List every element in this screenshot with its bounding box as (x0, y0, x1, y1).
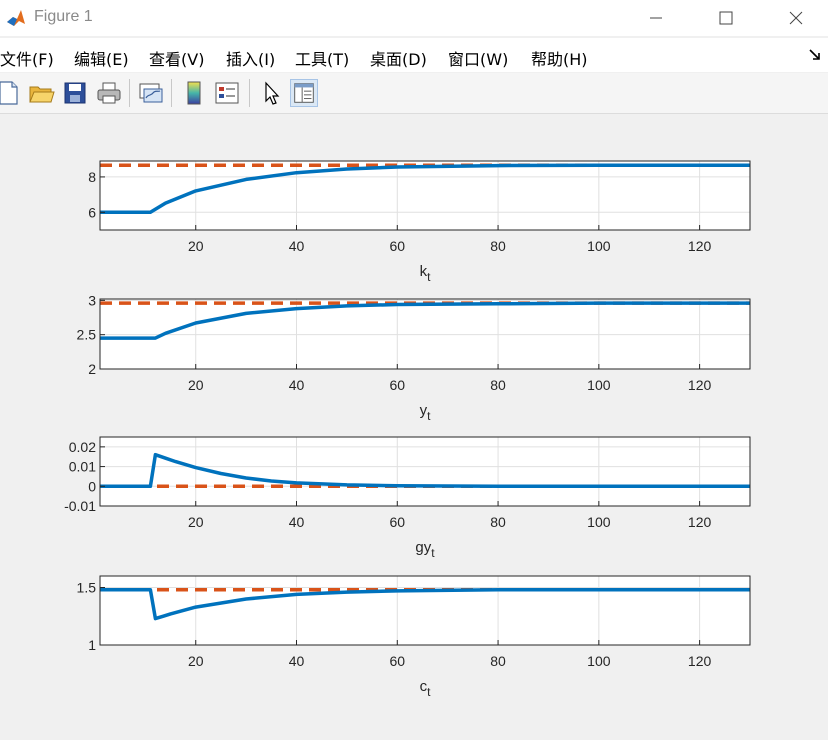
x-tick-label: 20 (188, 377, 204, 393)
series-line (100, 452, 750, 489)
x-tick-label: 20 (188, 514, 204, 530)
maximize-button[interactable] (703, 0, 749, 36)
subplot-4: 20 40 60 80 100 120 1 1.5 ct (77, 575, 751, 699)
series-line (99, 588, 750, 621)
axes-background (100, 161, 750, 230)
x-axis-label-base: gy (415, 539, 431, 556)
x-tick-label: 100 (587, 238, 611, 254)
x-axis-label: ct (420, 678, 432, 699)
axes-frame (99, 575, 751, 646)
subplot-3: 20 40 60 80 100 120 -0.01 0 0.01 0.02 gyt (64, 436, 751, 560)
menu-view[interactable]: 查看(V) (149, 50, 205, 69)
series-line (100, 163, 750, 215)
dock-arrow-icon[interactable] (808, 48, 822, 62)
axes-frame (99, 436, 751, 507)
x-axis-label-base: c (420, 678, 428, 695)
x-tick-label: 100 (587, 514, 611, 530)
y-tick-label: 0.01 (69, 459, 96, 475)
window-title: Figure 1 (34, 8, 93, 25)
x-tick-label: 60 (389, 238, 405, 254)
x-tick-label: 20 (188, 653, 204, 669)
y-tick-label: 0.02 (69, 439, 96, 455)
x-axis-label: gyt (415, 539, 435, 560)
x-tick-label: 120 (688, 377, 712, 393)
y-tick-label: 1 (88, 637, 96, 653)
x-tick-label: 80 (490, 238, 506, 254)
menu-insert[interactable]: 插入(I) (226, 50, 276, 69)
toolbar (0, 73, 828, 114)
x-tick-label: 60 (389, 514, 405, 530)
toolbar-separator (171, 79, 172, 107)
new-figure-icon[interactable] (0, 79, 22, 107)
menu-file[interactable]: 文件(F) (0, 50, 54, 69)
axes-background (100, 299, 750, 369)
minimize-icon (650, 17, 662, 19)
axes-frame (99, 160, 751, 231)
menu-bar: 文件(F) 编辑(E) 查看(V) 插入(I) 工具(T) 桌面(D) 窗口(W… (0, 38, 828, 72)
y-tick-label: 2.5 (77, 327, 97, 343)
x-tick-label: 120 (688, 653, 712, 669)
axes-background (100, 576, 750, 645)
y-tick-label: 6 (88, 204, 96, 220)
y-tick-label: 8 (88, 169, 96, 185)
minimize-button[interactable] (633, 0, 679, 36)
menu-desktop[interactable]: 桌面(D) (370, 50, 427, 69)
save-icon[interactable] (61, 79, 89, 107)
insert-legend-icon[interactable] (213, 79, 241, 107)
x-tick-label: 80 (490, 377, 506, 393)
print-icon[interactable] (95, 79, 123, 107)
edit-plot-arrow-icon[interactable] (257, 79, 285, 107)
y-tick-label: 3 (88, 292, 96, 308)
x-axis-label-subscript: t (427, 685, 431, 699)
x-tick-label: 100 (587, 377, 611, 393)
menu-window[interactable]: 窗口(W) (448, 50, 509, 69)
subplot-2: 20 40 60 80 100 120 2 2.5 3 yt (77, 292, 751, 423)
x-tick-label: 80 (490, 514, 506, 530)
open-file-icon[interactable] (27, 79, 55, 107)
x-tick-label: 60 (389, 377, 405, 393)
insert-colorbar-icon[interactable] (180, 79, 208, 107)
close-icon (789, 11, 803, 25)
x-axis-label-subscript: t (427, 409, 431, 423)
toolbar-separator (249, 79, 250, 107)
x-axis-label-subscript: t (427, 270, 431, 284)
x-axis-label-subscript: t (431, 546, 435, 560)
x-axis-label-base: y (420, 402, 428, 419)
y-tick-label: 0 (88, 478, 96, 494)
x-axis-label-base: k (420, 263, 428, 280)
toolbar-separator (129, 79, 130, 107)
figure-canvas: 20 40 60 80 100 120 6 8 kt 20 40 60 80 100 120 2 2.5 3 yt 2… (0, 114, 828, 735)
menu-help[interactable]: 帮助(H) (531, 50, 588, 69)
menu-edit[interactable]: 编辑(E) (74, 50, 129, 69)
x-tick-label: 40 (289, 377, 305, 393)
y-tick-label: 2 (88, 361, 96, 377)
series-line (100, 301, 750, 340)
matlab-logo-icon (6, 8, 26, 28)
x-tick-label: 40 (289, 514, 305, 530)
menu-tools[interactable]: 工具(T) (295, 50, 350, 69)
title-bar: Figure 1 (0, 0, 828, 36)
x-axis-label: yt (420, 402, 432, 423)
x-axis-label: kt (420, 263, 432, 284)
maximize-icon (719, 11, 733, 25)
x-tick-label: 60 (389, 653, 405, 669)
axes-frame (99, 298, 751, 370)
x-tick-label: 20 (188, 238, 204, 254)
y-tick-label: -0.01 (64, 498, 96, 514)
x-tick-label: 40 (289, 238, 305, 254)
link-plot-icon[interactable] (137, 79, 165, 107)
property-inspector-icon[interactable] (290, 79, 318, 107)
x-tick-label: 120 (688, 238, 712, 254)
y-tick-label: 1.5 (77, 580, 97, 596)
subplot-1: 20 40 60 80 100 120 6 8 kt (88, 160, 751, 284)
x-tick-label: 120 (688, 514, 712, 530)
x-tick-label: 40 (289, 653, 305, 669)
x-tick-label: 80 (490, 653, 506, 669)
x-tick-label: 100 (587, 653, 611, 669)
close-button[interactable] (773, 0, 819, 36)
